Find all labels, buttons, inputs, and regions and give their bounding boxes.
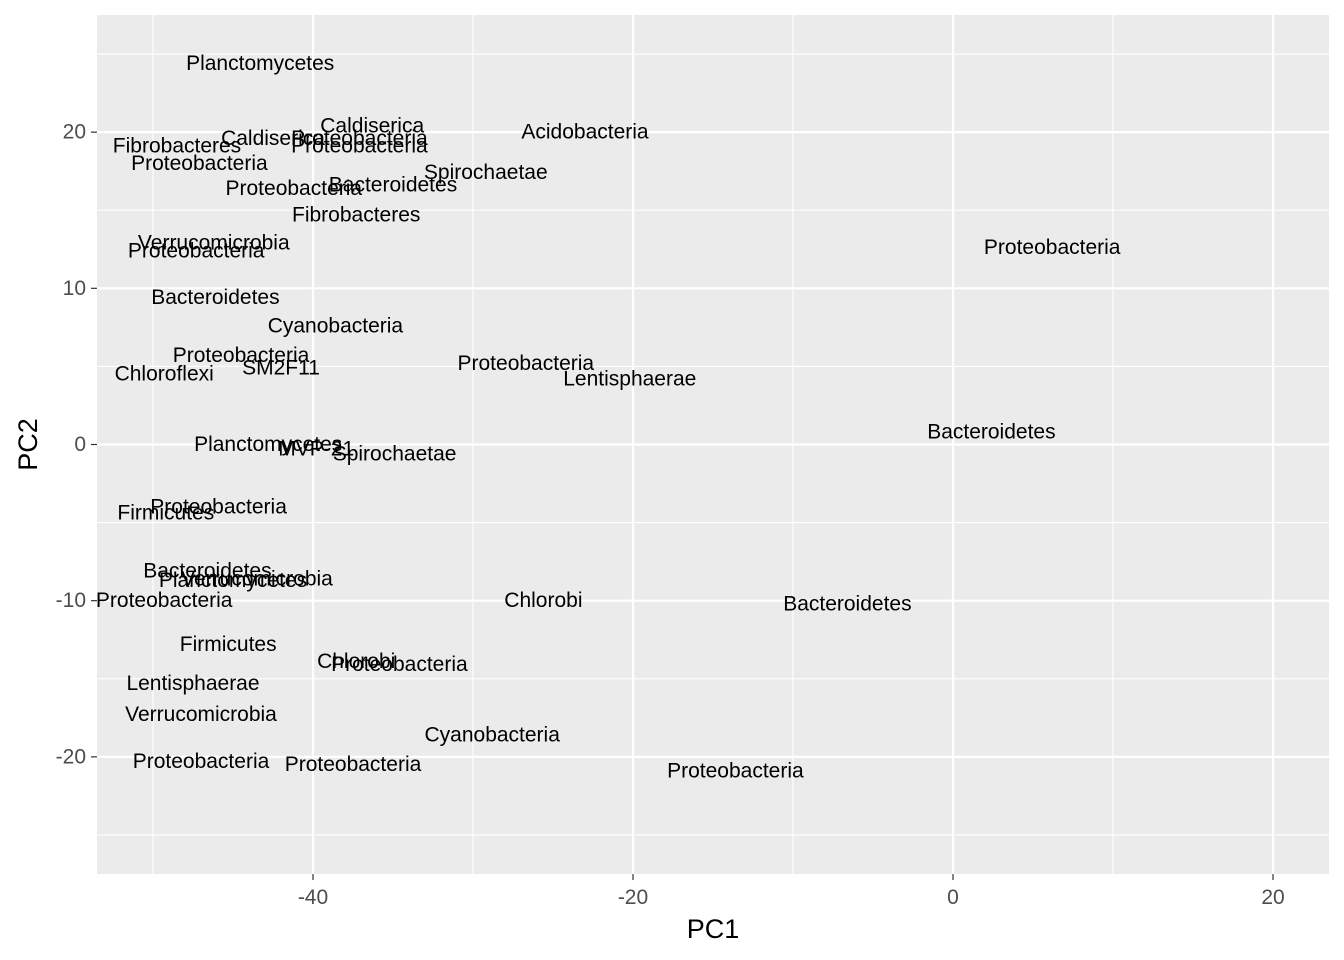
point-label: Proteobacteria [331,653,468,676]
point-label: Proteobacteria [285,753,422,776]
point-label: Lentisphaerae [126,672,259,695]
point-label: Proteobacteria [131,152,268,175]
point-label: Firmicutes [180,633,277,656]
point-label: Caldiserica [221,127,325,150]
grid-major [97,15,1329,874]
point-label: Chloroflexi [115,363,214,386]
point-label: Chlorobi [504,589,582,612]
point-label: Bacteroidetes [329,174,457,197]
point-label: Cyanobacteria [268,314,404,337]
y-tick-label: -10 [56,589,86,612]
y-axis-title: PC2 [13,418,43,471]
point-label: Verrucomicrobia [125,703,277,726]
point-label: MVP-21 [278,438,354,461]
point-label: Proteobacteria [291,135,428,158]
point-label: Verrucomicrobia [181,567,333,590]
point-label: Lentisphaerae [563,367,696,390]
y-tick-label: 20 [63,121,86,144]
point-labels: Planctomycetes Caldiserica Acidobacteria Ca… [96,52,1121,783]
point-label: Proteobacteria [173,344,310,367]
point-label: Fibrobacteres [113,135,241,158]
point-label: Proteobacteria [150,495,287,518]
point-label: Proteobacteria [128,239,265,262]
point-label: Chlorobi [317,650,395,673]
point-label: Proteobacteria [291,127,428,150]
point-label: Proteobacteria [133,750,270,773]
x-axis: -40 -20 0 20 [298,874,1285,909]
point-label: Planctomycetes [194,433,342,456]
point-label: Spirochaetae [424,161,548,184]
point-label: SM2F11 [242,356,320,379]
point-label: Planctomycetes [159,569,307,592]
point-label: Fibrobacteres [292,203,420,226]
y-tick-label: 0 [74,433,86,456]
point-label: Proteobacteria [226,177,363,200]
point-label: Verrucomicrobia [138,232,290,255]
y-tick-label: 10 [63,277,86,300]
x-tick-label: 20 [1261,886,1284,909]
point-label: Bacteroidetes [143,560,271,583]
point-label: Caldiserica [320,114,424,137]
point-label: Bacteroidetes [783,592,911,615]
point-label: Proteobacteria [984,236,1121,259]
x-tick-label: 0 [947,886,959,909]
point-label: Firmicutes [117,502,214,525]
y-axis: -20 -10 0 10 20 [56,121,97,768]
point-label: Proteobacteria [96,589,233,612]
point-label: Spirochaetae [333,442,457,465]
x-tick-label: -40 [298,886,328,909]
point-label: Planctomycetes [186,52,334,75]
x-axis-title: PC1 [687,914,740,944]
point-label: Proteobacteria [458,352,595,375]
y-tick-label: -20 [56,745,86,768]
point-label: Bacteroidetes [927,421,1055,444]
x-tick-label: -20 [618,886,648,909]
point-label: Proteobacteria [667,759,804,782]
point-label: Acidobacteria [521,121,649,144]
point-label: Cyanobacteria [424,723,560,746]
point-label: Bacteroidetes [151,286,279,309]
